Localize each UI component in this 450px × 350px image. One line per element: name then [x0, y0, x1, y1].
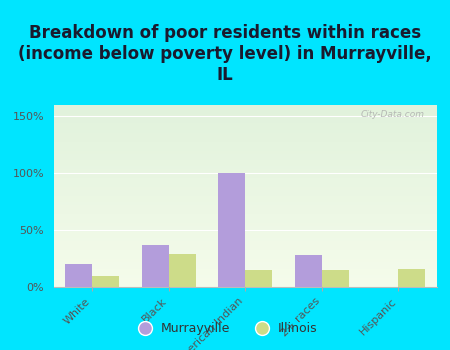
Legend: Murrayville, Illinois: Murrayville, Illinois [127, 317, 323, 340]
Text: City-Data.com: City-Data.com [361, 111, 425, 119]
Bar [295, 255, 322, 287]
Bar [66, 264, 92, 287]
Bar [245, 270, 272, 287]
Text: Breakdown of poor residents within races
(income below poverty level) in Murrayv: Breakdown of poor residents within races… [18, 25, 432, 84]
Bar [142, 245, 169, 287]
Bar [322, 270, 348, 287]
Bar [92, 276, 119, 287]
Bar [398, 269, 425, 287]
Bar [169, 254, 195, 287]
Bar [219, 173, 245, 287]
